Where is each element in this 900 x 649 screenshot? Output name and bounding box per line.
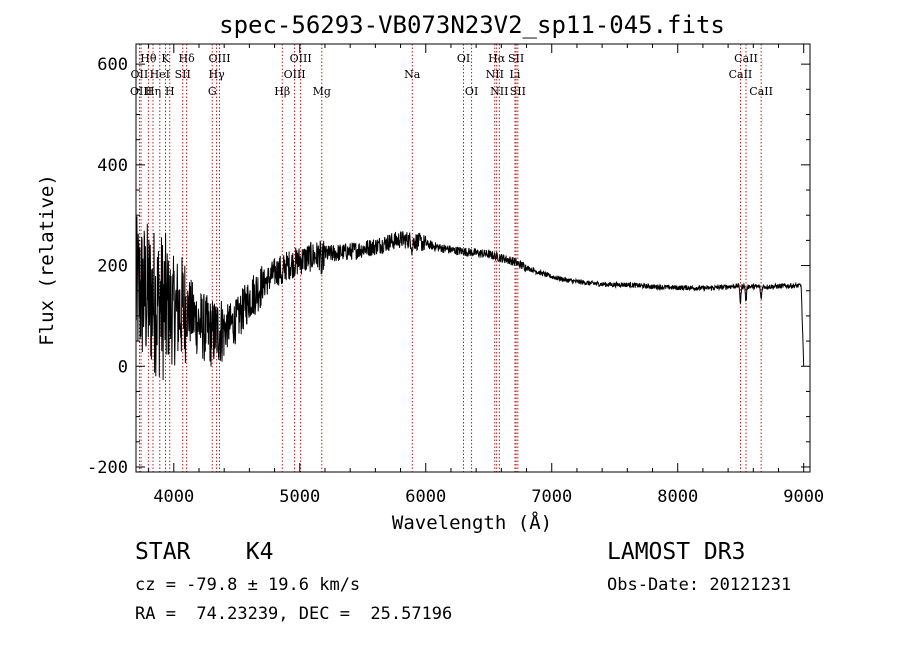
x-tick-label: 5000 [279,487,320,507]
line-label: Na [404,68,421,81]
line-label: CaII [729,68,753,81]
line-label: CaII [734,52,758,65]
line-label: SII [510,85,526,98]
line-label: K [161,52,170,65]
line-label: NII [490,85,508,98]
x-tick-label: 9000 [783,487,824,507]
line-label: CaII [749,85,773,98]
y-tick-label: -200 [87,458,128,478]
line-label: OI [465,85,478,98]
line-label: Hδ [179,52,196,65]
ra-dec: RA = 74.23239, DEC = 25.57196 [135,604,453,624]
y-axis-label: Flux (relative) [36,174,58,346]
line-label: SII [175,68,191,81]
x-tick-label: 8000 [657,487,698,507]
line-label: Hα [488,52,506,65]
x-tick-label: 6000 [405,487,446,507]
line-label: OIII [208,52,230,65]
y-tick-label: 600 [97,55,128,75]
line-label: OI [457,52,470,65]
line-label: Hθ [140,52,157,65]
line-label: HeI [150,68,170,81]
y-axis-ticks: -200 0 200 400 600 [87,55,810,478]
line-label: Li [510,68,521,81]
line-label: H [165,85,175,98]
x-tick-label: 7000 [531,487,572,507]
redshift-cz: cz = -79.8 ± 19.6 km/s [135,575,361,595]
x-axis-ticks: 4000 5000 6000 7000 8000 9000 [148,44,824,507]
y-tick-label: 200 [97,257,128,277]
spectrum-line [135,216,805,381]
plot-frame [135,43,811,473]
line-label: OIII [290,52,312,65]
y-tick-label: 400 [97,156,128,176]
line-label: G [208,85,217,98]
spectral-line-markers [138,44,762,472]
spectrum-plot: spec-56293-VB073N23V2_sp11-045.fits Hθ OI… [36,11,824,534]
line-label: SII [508,52,524,65]
line-label: Hγ [209,68,226,81]
line-label: Hβ [274,85,290,98]
object-class: STAR K4 [135,539,274,565]
line-label: OIII [284,68,306,81]
chart-title: spec-56293-VB073N23V2_sp11-045.fits [219,11,725,39]
line-label: Hη [145,85,161,98]
line-label: NII [486,68,504,81]
y-tick-label: 0 [118,357,128,377]
line-label: OII [131,68,149,81]
x-axis-label: Wavelength (Å) [392,511,552,534]
x-tick-label: 4000 [153,487,194,507]
observation-date: Obs-Date: 20121231 [607,575,792,595]
survey-name: LAMOST DR3 [607,539,746,565]
line-label: Mg [313,85,331,98]
